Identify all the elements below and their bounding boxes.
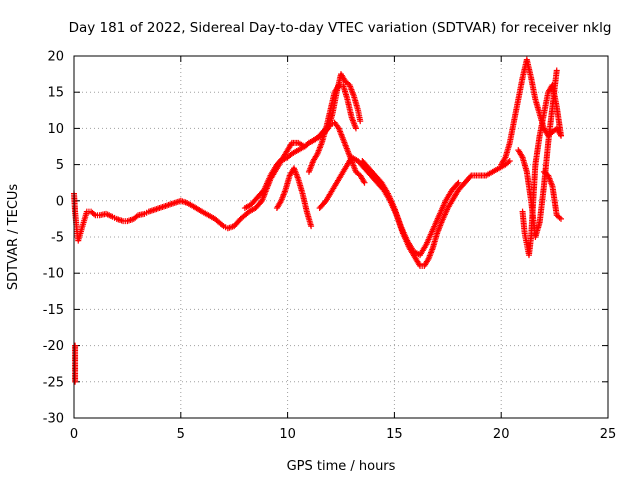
y-tick-label: -25 [43,375,64,390]
y-tick-label: -10 [43,267,64,282]
y-tick-label: 5 [56,158,64,173]
y-tick-label: -30 [43,412,64,427]
series-drop-1 [273,165,315,230]
y-axis-label: SDTVAR / TECUs [6,184,21,291]
data-point [467,173,474,180]
data-point [558,215,565,222]
x-tick-label: 20 [493,427,510,442]
data-point [553,67,560,74]
x-tick-label: 15 [386,427,403,442]
y-tick-label: 0 [56,194,64,209]
data-point [357,118,364,125]
y-tick-label: -20 [43,339,64,354]
x-tick-label: 10 [279,427,296,442]
x-tick-label: 25 [600,427,617,442]
x-tick-label: 5 [177,427,185,442]
data-point [352,125,359,132]
series-rise-2 [305,81,359,175]
data-point [506,157,513,164]
plot-area [71,56,565,385]
series-descent-2 [359,157,462,259]
y-tick-label: 20 [47,50,64,65]
y-tick-label: 15 [47,86,64,101]
data-point [454,180,461,187]
y-tick-label: -15 [43,303,64,318]
axis-ticks: 0 5 10 15 20 25 -30 -25 -20 -15 -10 -5 0 5 10 15 20 [43,50,617,443]
series-late-3 [519,81,565,259]
series-tail [540,168,565,222]
plot-frame [73,55,609,419]
y-tick-label: 10 [47,122,64,137]
data-point [308,223,315,230]
x-axis-label: GPS time / hours [287,459,396,474]
series-outliers [72,342,79,385]
data-point [361,179,368,186]
data-point [72,378,79,385]
data-point [455,179,462,186]
y-tick-label: -5 [51,231,64,246]
chart-title: Day 181 of 2022, Sidereal Day-to-day VTE… [69,20,612,36]
x-tick-label: 0 [70,427,78,442]
data-point [558,132,565,139]
